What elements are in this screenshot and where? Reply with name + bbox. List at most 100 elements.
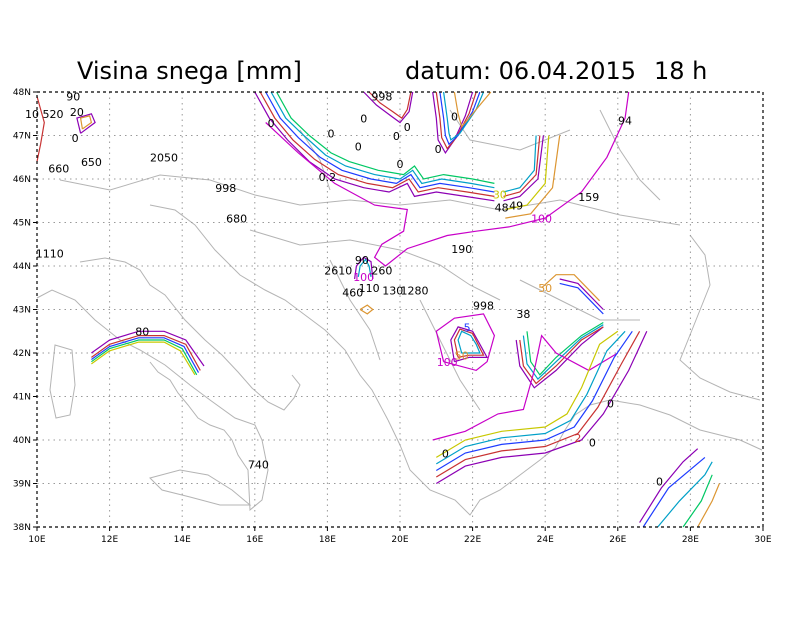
station-value: 998 <box>473 300 494 313</box>
contour-line-10-31 <box>522 324 604 381</box>
black-sea-coastline <box>679 234 761 401</box>
lat-tick-label: 43N <box>13 306 31 316</box>
contour-line-100-37 <box>432 334 619 441</box>
contour-line-20-4 <box>276 91 495 184</box>
sicily-coastline <box>149 469 252 506</box>
contour-line-50-28 <box>541 274 601 302</box>
contour-line-0-49 <box>76 113 96 134</box>
contour-line-30-16 <box>505 135 550 211</box>
lat-tick-label: 42N <box>13 349 31 359</box>
station-value: 998 <box>371 91 392 104</box>
contour-line-0-0 <box>254 91 495 202</box>
contour-line-0-18 <box>354 256 374 280</box>
contour-label: 50 <box>455 350 469 363</box>
station-value: 2610 <box>324 265 352 278</box>
map-title: Visina snega [mm] <box>77 57 302 85</box>
contour-line-10-15 <box>503 135 537 193</box>
contour-label: 5 <box>464 321 471 334</box>
contour-line-50-12 <box>453 91 492 129</box>
contour-line-10-19 <box>357 258 372 278</box>
contour-label: 80 <box>135 326 149 339</box>
contour-label: 0 <box>360 112 367 125</box>
lat-tick-label: 47N <box>13 132 31 142</box>
lon-tick-label: 30E <box>754 535 771 545</box>
greece-coastline <box>387 399 763 516</box>
station-value: 998 <box>215 182 236 195</box>
hour-label: 18 h <box>654 57 707 85</box>
contour-line-0-29 <box>515 326 604 389</box>
lat-tick-label: 46N <box>13 175 31 185</box>
station-value: 190 <box>451 243 472 256</box>
station-value: 740 <box>248 458 269 471</box>
contour-line-5-27 <box>559 282 604 315</box>
contour-line-30-25 <box>91 341 196 376</box>
station-value: 650 <box>81 156 102 169</box>
italy-east-coastline <box>79 257 301 411</box>
contour-line-0-21 <box>91 330 205 367</box>
lat-tick-label: 41N <box>13 393 31 403</box>
contour-line-2-22 <box>91 335 201 371</box>
station-value: 1110 <box>36 247 64 260</box>
lon-tick-label: 28E <box>682 535 699 545</box>
contour-label: 50 <box>538 282 552 295</box>
contour-line-2-48 <box>36 96 45 162</box>
contour-label: 90 <box>355 254 369 267</box>
coastlines <box>36 109 763 516</box>
contour-line-0-33 <box>450 326 489 363</box>
lat-tick-label: 44N <box>13 262 31 272</box>
date-label: datum: 06.04.2015 <box>405 57 636 85</box>
contour-label: 0 <box>442 447 449 460</box>
contour-line-20-32 <box>526 321 604 376</box>
contour-line-2-39 <box>435 331 641 478</box>
station-value: 49 <box>509 199 523 212</box>
station-value: 1280 <box>401 284 429 297</box>
lat-tick-label: 38N <box>13 523 31 533</box>
contour-label: 0 <box>393 130 400 143</box>
contour-line-50-20 <box>359 304 374 315</box>
adriatic-east-coastline <box>149 204 389 421</box>
station-value: 2050 <box>150 152 178 165</box>
station-value: 130 <box>382 284 403 297</box>
contour-line-0-26 <box>559 278 604 310</box>
lon-tick-label: 10E <box>28 535 45 545</box>
contour-line-0-13 <box>503 135 544 202</box>
contour-label: 0 <box>451 110 458 123</box>
contour-line-100-5 <box>265 91 630 267</box>
contour-line-2-14 <box>503 135 541 197</box>
lon-tick-label: 20E <box>391 535 408 545</box>
contour-line-5-40 <box>435 330 633 472</box>
station-value: 20 <box>70 106 84 119</box>
station-value: 10 520 <box>25 108 64 121</box>
contour-label: 0 <box>268 117 275 130</box>
station-value: 660 <box>48 162 69 175</box>
contour-line-30-42 <box>435 330 619 458</box>
contour-label: 0 <box>397 158 404 171</box>
contour-line-2-30 <box>519 326 604 385</box>
lat-lon-grid <box>37 92 763 527</box>
lon-tick-label: 26E <box>609 535 626 545</box>
contour-line-0-6 <box>363 91 414 124</box>
contour-label: 100 <box>437 356 458 369</box>
lon-tick-label: 18E <box>319 535 336 545</box>
contour-line-0-43 <box>639 448 699 523</box>
contour-line-5-2 <box>265 91 495 193</box>
contour-label: 0 <box>656 476 663 489</box>
contour-line-10-41 <box>435 330 626 465</box>
contour-label: 0 <box>72 132 79 145</box>
contour-label: 0 <box>607 397 614 410</box>
italy-coastline <box>36 289 269 512</box>
contour-label: 0.2 <box>319 171 337 184</box>
contour-line-5-23 <box>91 337 200 373</box>
station-value: 159 <box>578 191 599 204</box>
contour-label: 100 <box>353 271 374 284</box>
lon-tick-label: 24E <box>537 535 554 545</box>
contour-line-0-8 <box>432 91 474 155</box>
contour-line-20-24 <box>91 339 198 376</box>
contour-label: 30 <box>493 189 507 202</box>
lat-tick-label: 48N <box>13 88 31 98</box>
axis-ticks: 10E 12E 14E 16E 18E 20E 22E 24E 26E 28E 30E 38N 39N 4… <box>13 88 772 545</box>
contour-line-0-38 <box>435 331 648 485</box>
lat-tick-label: 45N <box>13 219 31 229</box>
